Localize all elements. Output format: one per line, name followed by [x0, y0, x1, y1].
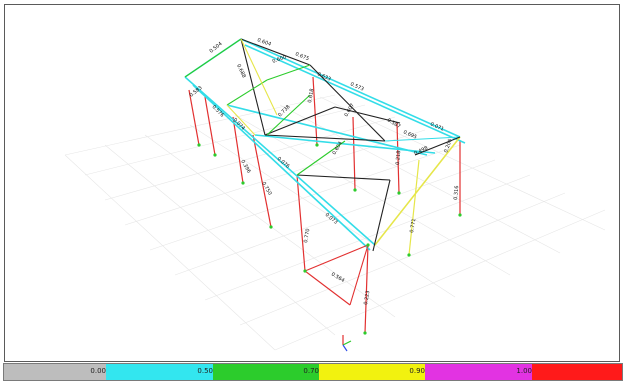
label-0576: 0.576: [211, 104, 225, 118]
label-0618: 0.618: [307, 88, 315, 103]
label-0675: 0.675: [294, 51, 310, 62]
legend-segment-gray: 0.00: [4, 364, 106, 380]
legend-tick-0-70: 0.70: [303, 367, 319, 375]
label-0223: 0.223: [363, 290, 371, 305]
model-viewport[interactable]: 0.604 0.504 0.675 0.600 0.633 0.688 0.57…: [4, 4, 620, 362]
label-0695: 0.695: [402, 129, 418, 140]
label-0071: 0.071: [429, 121, 445, 132]
legend-tick-0-00: 0.00: [90, 367, 106, 375]
color-legend: 0.00 0.50 0.70 0.90 1.00: [3, 363, 623, 381]
label-0771: 0.771: [409, 218, 417, 233]
label-0073: 0.073: [324, 212, 339, 226]
label-0076: 0.076: [276, 156, 291, 170]
truss-members: [184, 38, 461, 306]
legend-segment-red: [532, 364, 622, 380]
label-0316: 0.316: [453, 185, 460, 200]
label-0604: 0.604: [256, 37, 272, 48]
label-0206: 0.206: [443, 138, 454, 154]
legend-segment-cyan: 0.50: [106, 364, 213, 380]
label-0750: 0.750: [260, 181, 272, 196]
label-0600: 0.600: [272, 54, 288, 65]
label-0587: 0.587: [386, 118, 401, 130]
legend-tick-0-90: 0.90: [409, 367, 425, 375]
axis-triad-icon: [342, 335, 352, 352]
label-0633: 0.633: [316, 71, 332, 82]
label-0573: 0.573: [349, 81, 365, 92]
label-0564: 0.564: [330, 272, 345, 284]
label-0498: 0.498: [413, 145, 429, 156]
legend-segment-magenta: 1.00: [425, 364, 532, 380]
columns: [188, 76, 461, 334]
label-0218: 0.218: [395, 150, 402, 165]
member-ratio-labels: 0.604 0.504 0.675 0.600 0.633 0.688 0.57…: [189, 37, 461, 305]
support-nodes: [197, 143, 462, 335]
legend-tick-0-50: 0.50: [197, 367, 213, 375]
longitudinal-members: [184, 38, 466, 251]
label-0688: 0.688: [235, 63, 246, 79]
legend-segment-yellow: 0.90: [319, 364, 425, 380]
label-0770: 0.770: [303, 228, 311, 243]
label-0738: 0.738: [277, 104, 291, 118]
legend-segment-green: 0.70: [213, 364, 319, 380]
legend-tick-1-00: 1.00: [516, 367, 532, 375]
structure-3d-view[interactable]: 0.604 0.504 0.675 0.600 0.633 0.688 0.57…: [5, 5, 619, 361]
